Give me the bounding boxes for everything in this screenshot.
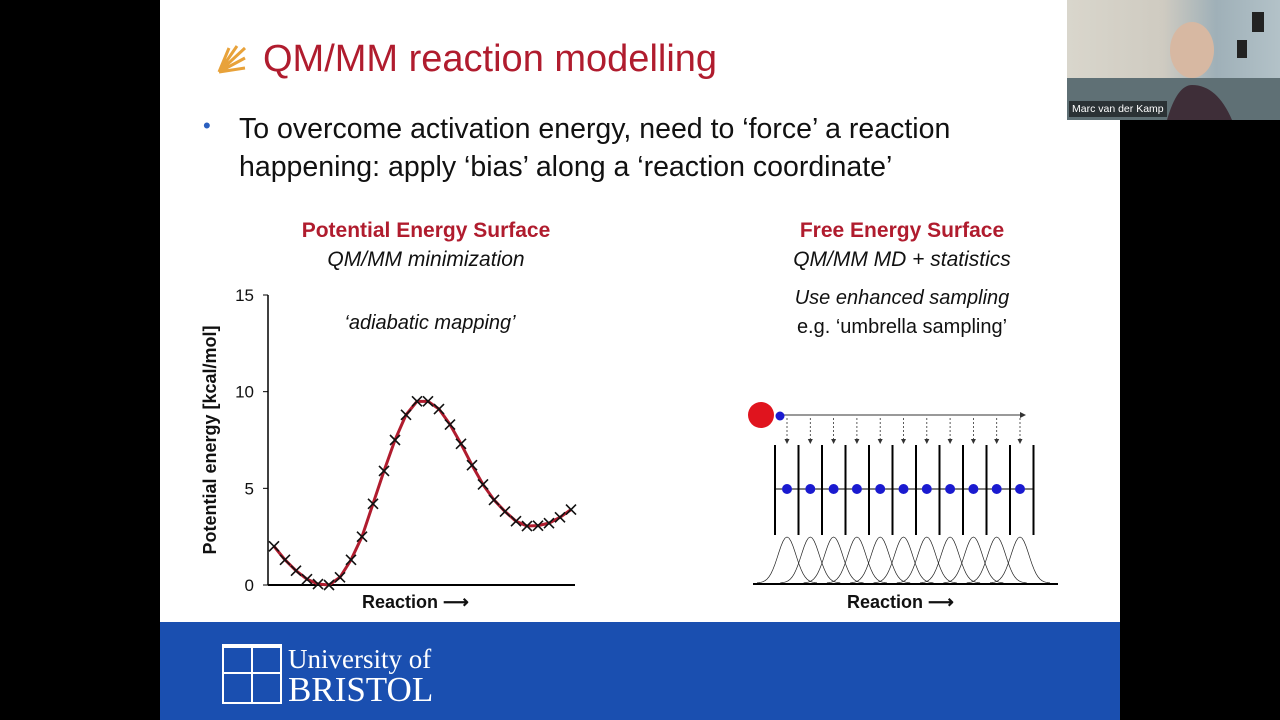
presenter-video — [1067, 12, 1280, 120]
data-point-marker — [411, 395, 423, 407]
pes-subheading: QM/MM minimization — [327, 248, 525, 271]
sampling-distribution — [756, 536, 818, 584]
window-sample-point — [851, 484, 862, 494]
pes-heading: Potential Energy Surface — [301, 219, 551, 242]
pes-xlabel: Reaction ⟶ — [362, 592, 469, 612]
data-point-marker — [477, 478, 489, 491]
fes-xlabel: Reaction ⟶ — [847, 592, 954, 612]
fes-line2: e.g. ‘umbrella sampling’ — [796, 316, 1008, 338]
bullet-marker: • — [203, 113, 211, 138]
bias-arrowhead — [831, 439, 837, 444]
window-sample-point — [898, 484, 909, 494]
data-point-marker — [290, 565, 302, 577]
bias-arrowhead — [784, 439, 790, 444]
data-point-marker — [521, 520, 533, 532]
sampling-distribution — [873, 536, 934, 584]
data-point-marker — [488, 494, 500, 506]
bias-arrowhead — [877, 439, 883, 444]
sampling-distribution — [803, 536, 864, 584]
bias-arrowhead — [970, 439, 976, 444]
data-point-marker — [510, 515, 522, 527]
window-sample-point — [782, 484, 792, 494]
data-point-marker — [543, 517, 555, 529]
data-point-marker — [400, 409, 412, 421]
bristol-crest-logo — [222, 644, 282, 704]
window-sample-point — [1015, 484, 1025, 494]
sampling-distribution — [989, 536, 1051, 584]
window-sample-point — [921, 484, 932, 494]
slide-title: QM/MM reaction modelling — [263, 38, 718, 80]
sampling-distribution — [966, 536, 1027, 584]
university-of-text: University of — [288, 644, 432, 674]
data-point-marker — [565, 504, 577, 516]
umbrella-sampling-diagram — [748, 402, 1058, 585]
data-point-marker — [433, 403, 445, 415]
data-point-marker — [301, 573, 313, 585]
sampling-distribution — [943, 536, 1004, 584]
window-sample-point — [805, 484, 816, 494]
data-point-marker — [466, 459, 478, 471]
fes-heading: Free Energy Surface — [799, 219, 1005, 242]
y-tick-label: 0 — [245, 576, 254, 595]
data-point-marker — [356, 531, 368, 543]
data-point-marker — [455, 438, 467, 450]
data-point-marker — [334, 571, 346, 583]
data-point-marker — [422, 395, 434, 407]
slide: QM/MM reaction modelling • To overcome a… — [160, 0, 1120, 720]
data-point-marker — [345, 554, 357, 566]
y-tick-label: 15 — [235, 286, 254, 305]
pes-chart: 0 5 10 15 Potential energy [kcal/mol] — [200, 286, 577, 595]
data-point-marker — [389, 434, 401, 446]
bias-arrowhead — [1017, 439, 1023, 444]
bias-arrowhead — [901, 439, 906, 444]
fes-subheading: QM/MM MD + statistics — [793, 248, 1011, 271]
bias-arrowhead — [947, 439, 953, 444]
bristol-sunburst-icon — [217, 45, 247, 74]
window-sample-point — [875, 484, 886, 494]
arrow-head — [1020, 412, 1026, 418]
data-point-marker — [268, 540, 280, 552]
y-tick-label: 10 — [235, 383, 254, 402]
webcam-thumbnail[interactable]: Marc van der Kamp — [1067, 0, 1280, 120]
bullet-text: To overcome activation energy, need to ‘… — [239, 113, 951, 183]
bias-arrowhead — [807, 439, 813, 444]
large-red-atom — [748, 402, 774, 428]
fes-line1: Use enhanced sampling — [794, 287, 1010, 309]
sampling-distribution — [896, 536, 957, 584]
data-point-marker — [532, 520, 544, 532]
window-sample-point — [828, 484, 839, 494]
data-point-marker — [312, 578, 324, 590]
bias-arrowhead — [924, 439, 930, 444]
sampling-distribution — [850, 536, 911, 584]
y-tick-label: 5 — [245, 479, 254, 498]
bias-arrowhead — [854, 439, 860, 444]
bias-arrowhead — [994, 439, 1000, 444]
window-sample-point — [968, 484, 979, 494]
data-point-marker — [279, 554, 291, 566]
data-point-marker — [378, 465, 390, 477]
y-axis-label: Potential energy [kcal/mol] — [200, 325, 220, 554]
sampling-distribution — [826, 536, 887, 584]
footer-bar: University of BRISTOL — [160, 622, 1120, 720]
data-point-marker — [499, 505, 511, 518]
data-point-marker — [367, 498, 379, 510]
window-sample-point — [991, 484, 1002, 494]
window-sample-point — [945, 484, 956, 494]
participant-name: Marc van der Kamp — [1069, 101, 1167, 117]
sampling-distribution — [780, 536, 841, 584]
data-point-marker — [444, 418, 456, 431]
data-point-marker — [323, 579, 335, 591]
sampling-distribution — [920, 536, 981, 584]
small-blue-atom — [775, 411, 785, 421]
data-point-marker — [554, 511, 566, 523]
adiabatic-annotation: ‘adiabatic mapping’ — [344, 312, 516, 334]
bristol-text: BRISTOL — [288, 670, 434, 709]
energy-curve — [272, 399, 572, 587]
